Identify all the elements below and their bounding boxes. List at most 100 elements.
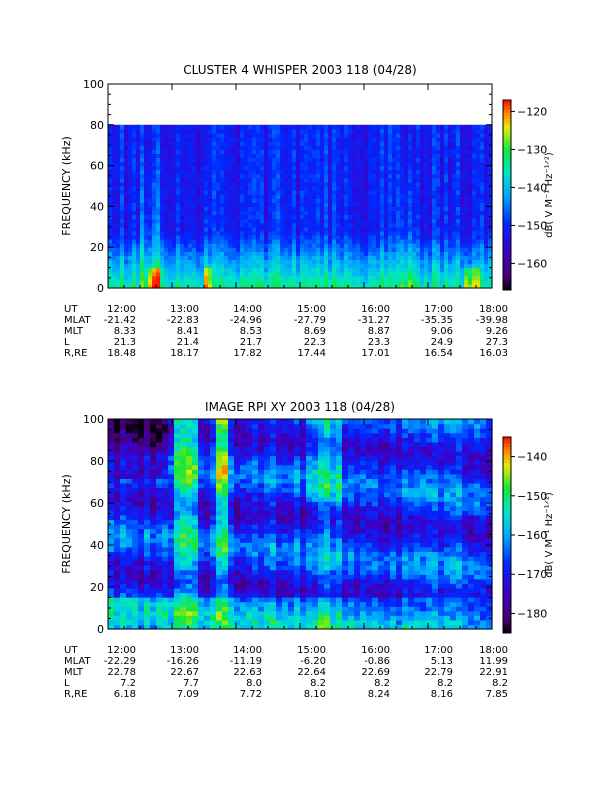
ephemeris-row-label: UT — [64, 645, 78, 656]
ephemeris-value: 8.2 — [310, 678, 326, 689]
ephemeris-value: 24.9 — [431, 337, 453, 348]
colorbar-tick-label: −150 — [517, 219, 547, 232]
ephemeris-row-label: R,RE — [64, 689, 87, 700]
panel-2: IMAGE RPI XY 2003 118 (04/28) 0 20 40 60 80 10… — [60, 400, 555, 700]
ephemeris-value: 5.13 — [431, 656, 453, 667]
ephemeris-value: -22.29 — [104, 656, 136, 667]
ephemeris-value: 7.09 — [177, 689, 199, 700]
ephemeris-value: 16:00 — [361, 304, 390, 315]
colorbar-tick-label: −130 — [517, 143, 547, 156]
ephemeris-value: 7.85 — [486, 689, 508, 700]
ephemeris-value: 17:00 — [424, 304, 453, 315]
colorbar-tick-label: −160 — [517, 529, 547, 542]
y-axis-label: FREQUENCY (kHz) — [60, 136, 73, 236]
ephemeris-value: 7.7 — [183, 678, 199, 689]
ephemeris-value: 15:00 — [297, 304, 326, 315]
ephemeris-value: 21.7 — [240, 337, 262, 348]
colorbar: −140 −150 −160 −170 −180 dB( V M⁻¹ Hz⁻¹ᐟ²) — [502, 436, 555, 634]
ephemeris-value: 13:00 — [170, 645, 199, 656]
ephemeris-value: 16.03 — [479, 348, 508, 359]
ephemeris-value: 6.18 — [114, 689, 136, 700]
ephemeris-value: -6.20 — [300, 656, 326, 667]
ephemeris-value: 22.79 — [424, 667, 453, 678]
ephemeris-value: 18.17 — [170, 348, 199, 359]
ephemeris-value: 17.01 — [361, 348, 390, 359]
y-tick-label: 40 — [90, 200, 104, 213]
ephemeris-table: UT 12:00 13:00 14:00 15:00 16:00 17:00 18:00 MLA… — [64, 304, 508, 359]
ephemeris-row-label: L — [64, 337, 70, 348]
y-tick-label: 20 — [90, 581, 104, 594]
ephemeris-value: 7.72 — [240, 689, 262, 700]
spectrogram — [108, 419, 493, 630]
ephemeris-value: 13:00 — [170, 304, 199, 315]
ephemeris-value: 8.69 — [304, 326, 326, 337]
colorbar-tick-label: −180 — [517, 607, 547, 620]
ephemeris-value: -0.86 — [364, 656, 390, 667]
ephemeris-value: -11.19 — [230, 656, 262, 667]
ephemeris-row-label: L — [64, 678, 70, 689]
ephemeris-value: 15:00 — [297, 645, 326, 656]
ephemeris-value: 18:00 — [479, 304, 508, 315]
y-tick-label: 40 — [90, 539, 104, 552]
ephemeris-value: 22.3 — [304, 337, 326, 348]
ephemeris-value: 17.44 — [297, 348, 326, 359]
ephemeris-value: 16.54 — [424, 348, 453, 359]
ephemeris-value: -22.83 — [167, 315, 199, 326]
panel-title: IMAGE RPI XY 2003 118 (04/28) — [205, 400, 395, 414]
ephemeris-value: -16.26 — [167, 656, 199, 667]
ephemeris-value: 21.3 — [114, 337, 136, 348]
ephemeris-value: 8.10 — [304, 689, 326, 700]
y-tick-label: 100 — [83, 413, 104, 426]
y-tick-label: 20 — [90, 241, 104, 254]
y-tick-label: 0 — [97, 623, 104, 636]
y-tick-label: 60 — [90, 160, 104, 173]
ephemeris-value: 21.4 — [177, 337, 199, 348]
y-tick-label: 80 — [90, 119, 104, 132]
colorbar-tick-label: −170 — [517, 568, 547, 581]
ephemeris-table: UT 12:00 13:00 14:00 15:00 16:00 17:00 18:00 MLA… — [64, 645, 508, 700]
ephemeris-row-label: UT — [64, 304, 78, 315]
ephemeris-row-label: R,RE — [64, 348, 87, 359]
ephemeris-value: 12:00 — [107, 304, 136, 315]
ephemeris-value: 22.78 — [107, 667, 136, 678]
y-axis-label: FREQUENCY (kHz) — [60, 474, 73, 574]
ephemeris-value: 8.24 — [368, 689, 390, 700]
colorbar-tick-label: −150 — [517, 490, 547, 503]
ephemeris-value: 14:00 — [233, 645, 262, 656]
ephemeris-value: 8.2 — [492, 678, 508, 689]
colorbar: −120 −130 −140 −150 −160 dB( V M⁻¹ Hz⁻¹ᐟ²) — [502, 99, 555, 291]
ephemeris-value: 8.87 — [368, 326, 390, 337]
ephemeris-value: -24.96 — [230, 315, 262, 326]
colorbar-label: dB( V M⁻¹ Hz⁻¹ᐟ²) — [544, 152, 555, 238]
ephemeris-value: 16:00 — [361, 645, 390, 656]
ephemeris-value: 22.91 — [479, 667, 508, 678]
ephemeris-row-label: MLT — [64, 326, 84, 337]
ephemeris-value: 8.2 — [437, 678, 453, 689]
ephemeris-value: 8.16 — [431, 689, 453, 700]
ephemeris-value: 7.2 — [120, 678, 136, 689]
ephemeris-value: 14:00 — [233, 304, 262, 315]
ephemeris-row-label: MLT — [64, 667, 84, 678]
panel-1: CLUSTER 4 WHISPER 2003 118 (04/28) 0 20 40 6… — [60, 63, 555, 359]
ephemeris-value: -39.98 — [476, 315, 508, 326]
ephemeris-value: 27.3 — [486, 337, 508, 348]
colorbar-tick-label: −160 — [517, 257, 547, 270]
ephemeris-value: 8.0 — [246, 678, 262, 689]
ephemeris-value: 22.69 — [361, 667, 390, 678]
ephemeris-value: 9.26 — [486, 326, 508, 337]
ephemeris-value: 12:00 — [107, 645, 136, 656]
ephemeris-value: 18.48 — [107, 348, 136, 359]
ephemeris-value: -21.42 — [104, 315, 136, 326]
ephemeris-value: 9.06 — [431, 326, 453, 337]
ephemeris-value: 8.2 — [374, 678, 390, 689]
ephemeris-value: 17.82 — [233, 348, 262, 359]
ephemeris-value: 17:00 — [424, 645, 453, 656]
ephemeris-value: 8.41 — [177, 326, 199, 337]
colorbar-tick-label: −140 — [517, 181, 547, 194]
panel-title: CLUSTER 4 WHISPER 2003 118 (04/28) — [183, 63, 416, 77]
y-tick-label: 0 — [97, 282, 104, 295]
ephemeris-value: 22.67 — [170, 667, 199, 678]
colorbar-tick-label: −120 — [517, 105, 547, 118]
spectrogram — [108, 124, 493, 289]
